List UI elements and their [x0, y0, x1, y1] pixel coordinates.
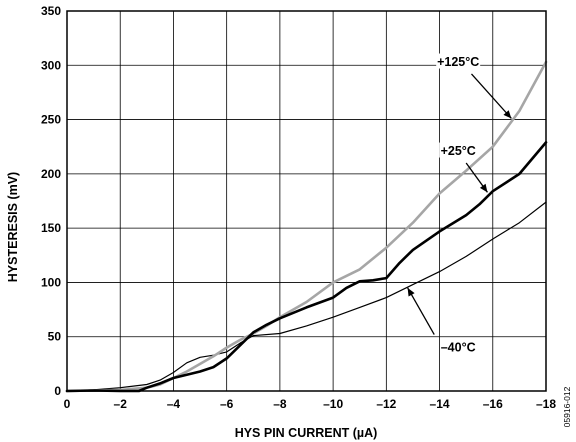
- x-tick-label: 0: [64, 397, 71, 411]
- annotation-arrowhead: [503, 110, 512, 119]
- plot-frame: [66, 10, 547, 392]
- y-tick-label: 200: [41, 167, 61, 181]
- annotation-label: –40°C: [441, 341, 476, 355]
- annotation-label-bg: [440, 339, 477, 355]
- annotation-label-bg: [436, 53, 481, 69]
- x-tick-label: –8: [273, 397, 287, 411]
- annotation-label: +125°C: [437, 55, 479, 69]
- y-axis-title: HYSTERESIS (mV): [6, 172, 20, 282]
- x-tick-label: –6: [220, 397, 234, 411]
- annotation-arrow-line: [471, 73, 512, 119]
- x-tick-label: –10: [323, 397, 343, 411]
- annotations: +125°C +25°C –40°C: [407, 53, 512, 355]
- x-axis-ticks: 0 –2 –4 –6 –8 –10 –12 –14 –16 –18: [64, 397, 557, 411]
- annotation-arrowhead: [407, 287, 415, 297]
- x-tick-label: –12: [376, 397, 396, 411]
- series-line-1: [65, 141, 548, 393]
- series-lines: [65, 60, 548, 393]
- x-tick-label: –14: [430, 397, 450, 411]
- y-tick-label: 150: [41, 221, 61, 235]
- y-tick-label: 250: [41, 113, 61, 127]
- annotation-arrow-line: [407, 287, 435, 335]
- y-tick-label: 300: [41, 58, 61, 72]
- series-line-2: [66, 201, 547, 392]
- annotation-label-bg: [439, 142, 478, 158]
- annotation-label: +25°C: [441, 144, 476, 158]
- x-tick-label: –18: [536, 397, 556, 411]
- y-tick-label: 50: [48, 330, 62, 344]
- y-axis-ticks: 0 50 100 150 200 250 300 350: [41, 4, 61, 398]
- y-tick-label: 350: [41, 4, 61, 18]
- y-tick-label: 100: [41, 275, 61, 289]
- x-tick-label: –4: [167, 397, 181, 411]
- x-tick-label: –16: [483, 397, 503, 411]
- figure-id: 05916-012: [562, 386, 572, 427]
- x-tick-label: –2: [114, 397, 128, 411]
- x-axis-title: HYS PIN CURRENT (µA): [235, 426, 378, 440]
- annotation-arrowhead: [479, 183, 488, 193]
- y-tick-label: 0: [54, 384, 61, 398]
